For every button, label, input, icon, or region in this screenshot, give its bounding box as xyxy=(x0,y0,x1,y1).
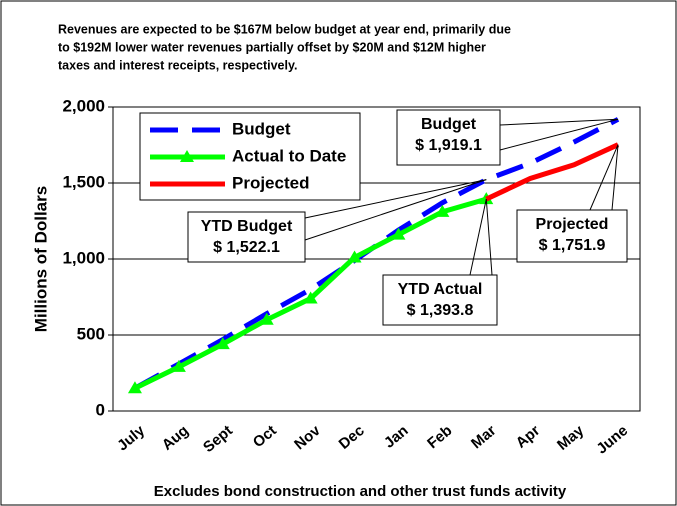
callout-text: Budget xyxy=(421,116,477,133)
leader-line xyxy=(589,144,619,211)
callout-box xyxy=(382,274,498,326)
series-line xyxy=(485,142,620,202)
marker xyxy=(215,337,230,350)
legend-label: Projected xyxy=(232,173,309,192)
marker xyxy=(259,312,274,325)
leader-line xyxy=(485,199,493,276)
callout-text: $ 1,393.8 xyxy=(407,302,474,319)
marker xyxy=(127,381,142,394)
marker xyxy=(347,250,362,263)
callout-box xyxy=(396,109,501,166)
callout-box xyxy=(516,209,628,263)
title-line: to $192M lower water revenues partially … xyxy=(58,40,486,54)
legend: Budget Actual to Date Projected xyxy=(139,112,361,201)
y-axis-label: Millions of Dollars xyxy=(31,186,50,332)
callout-text: Projected xyxy=(536,216,609,233)
marker xyxy=(171,359,186,372)
callout-text: YTD Actual xyxy=(398,281,483,298)
legend-label: Actual to Date xyxy=(232,146,346,165)
callout-text: YTD Budget xyxy=(201,218,293,235)
callout-text: $ 1,919.1 xyxy=(415,137,482,154)
leader-line xyxy=(469,199,487,276)
marker xyxy=(391,227,406,240)
legend-marker xyxy=(180,150,194,162)
callout-text: $ 1,751.9 xyxy=(539,237,606,254)
leader-line xyxy=(611,144,619,211)
marker xyxy=(435,204,450,217)
leader-line xyxy=(499,118,619,151)
series-line xyxy=(133,117,620,391)
y-tick-label: 1,000 xyxy=(62,248,105,267)
leader-line xyxy=(304,179,487,241)
title-line: Revenues are expected to be $167M below … xyxy=(58,22,511,36)
y-tick-label: 500 xyxy=(77,324,105,343)
leader-line xyxy=(499,118,619,126)
legend-label: Budget xyxy=(232,119,291,138)
y-tick-label: 0 xyxy=(96,400,105,419)
callout-box xyxy=(187,211,306,263)
y-tick-label: 2,000 xyxy=(62,96,105,115)
marker xyxy=(303,291,318,304)
x-axis-label: Excludes bond construction and other tru… xyxy=(154,483,567,500)
callout-text: $ 1,522.1 xyxy=(213,239,280,256)
y-tick-label: 1,500 xyxy=(62,172,105,191)
title-line: taxes and interest receipts, respectivel… xyxy=(58,58,297,72)
leader-line xyxy=(304,179,487,219)
